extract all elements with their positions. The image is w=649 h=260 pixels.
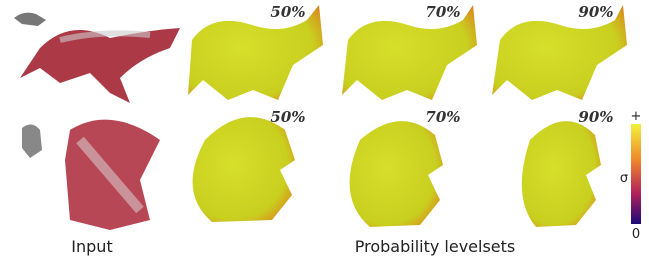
colorbar	[631, 124, 641, 224]
colorbar-symbol: σ	[620, 171, 628, 186]
percent-label: 70%	[425, 3, 460, 21]
levelsets-bottom	[193, 117, 601, 227]
caption: Probability levelsets	[355, 237, 516, 256]
colorbar-max: +	[631, 109, 642, 124]
input-bottom	[22, 120, 160, 230]
percent-label: 90%	[578, 108, 613, 126]
levelsets-top	[188, 5, 627, 100]
colorbar-min: 0	[632, 227, 640, 242]
input-top	[14, 13, 180, 103]
figure: 50% 70% 90% 50% 70% 90% Input Probabilit…	[0, 0, 649, 260]
percent-label: 90%	[578, 3, 613, 21]
caption: Input	[71, 237, 112, 256]
percent-label: 50%	[270, 3, 305, 21]
percent-label: 70%	[425, 108, 460, 126]
percent-label: 50%	[270, 108, 305, 126]
